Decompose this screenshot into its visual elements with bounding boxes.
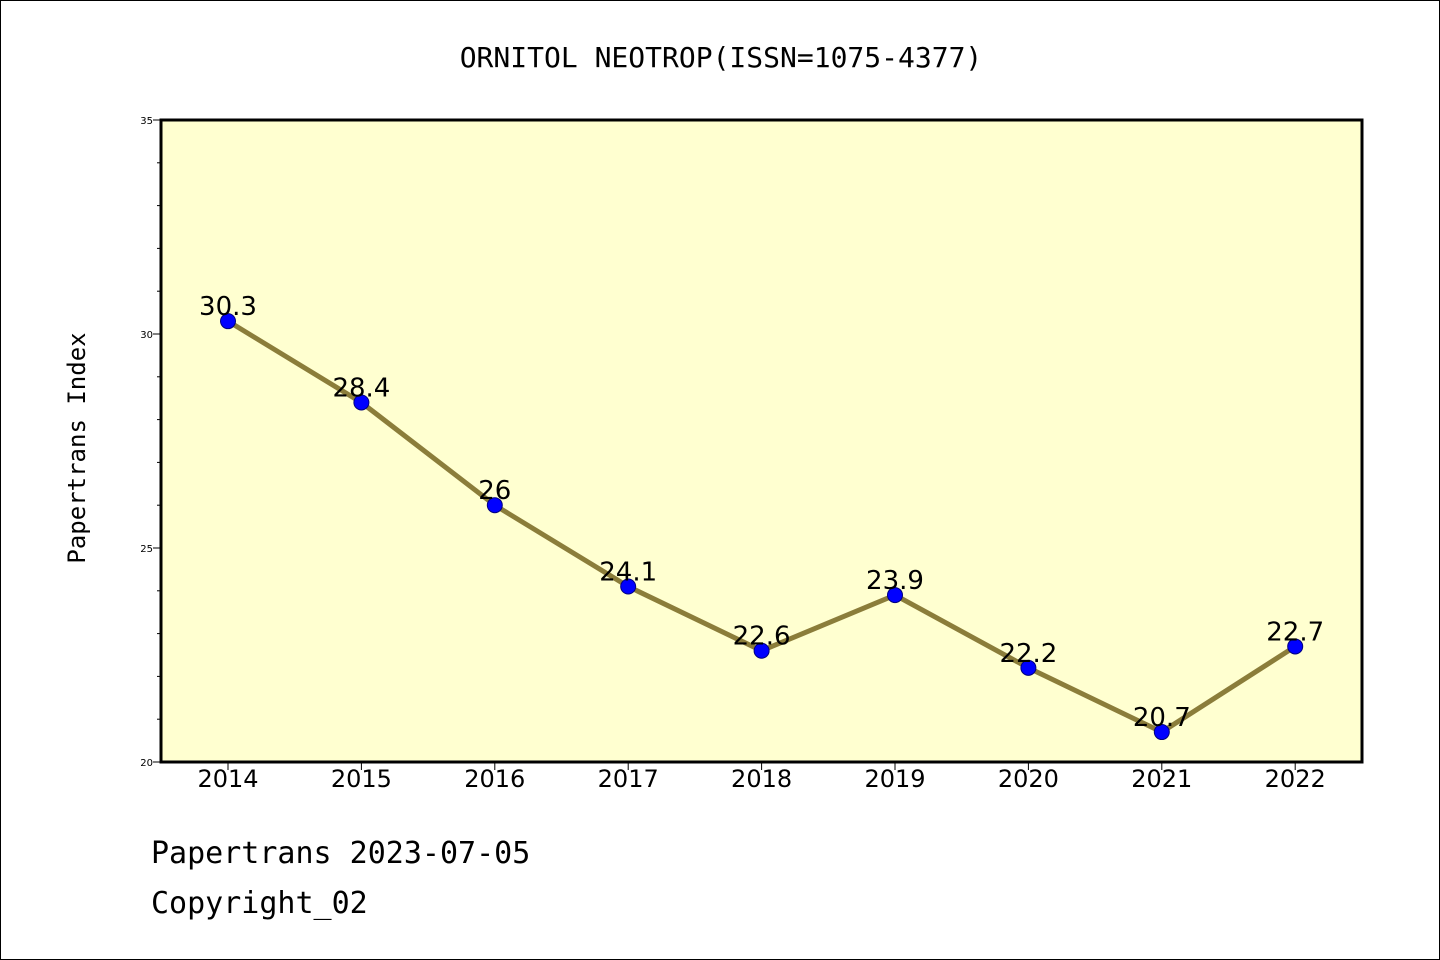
x-tick-label: 2022: [1265, 765, 1326, 793]
data-labels: 30.3 28.4 26 24.1 22.6 23.9 22.2 20.7 22.7: [199, 292, 1324, 733]
data-point: [620, 578, 637, 595]
data-point: [1020, 659, 1037, 676]
footer-date: Papertrans 2023-07-05: [151, 836, 531, 871]
data-point: [1287, 638, 1304, 655]
data-label: 22.6: [733, 622, 791, 652]
y-tick-label: 25: [140, 544, 153, 555]
y-tick-label: 35: [140, 116, 153, 127]
data-label: 30.3: [199, 292, 257, 322]
chart-title: ORNITOL NEOTROP(ISSN=1075-4377): [460, 41, 983, 74]
y-axis-label: Papertrans Index: [63, 332, 91, 563]
data-label: 24.1: [599, 558, 657, 588]
data-label: 26: [478, 476, 511, 506]
data-point: [753, 642, 770, 659]
data-label: 22.2: [999, 639, 1057, 669]
plot-area: [159, 118, 1364, 764]
data-point: [887, 587, 903, 604]
data-label: 23.9: [866, 566, 924, 596]
y-axis: 20 25 30 35: [140, 116, 161, 769]
x-tick-label: 2021: [1131, 765, 1192, 793]
data-series: [220, 313, 1304, 741]
data-label: 22.7: [1266, 617, 1324, 647]
data-label: 20.7: [1133, 703, 1191, 733]
x-axis: 2014 2015 2016 2017 2018 2019 2020 2021 2022: [197, 762, 1326, 793]
data-point: [353, 394, 370, 411]
data-label: 28.4: [332, 373, 390, 403]
data-point: [1153, 724, 1170, 741]
y-tick-label: 20: [140, 758, 153, 769]
footer-copyright: Copyright_02: [151, 886, 368, 921]
data-point: [486, 497, 503, 514]
x-tick-label: 2019: [864, 765, 925, 793]
x-tick-label: 2015: [331, 765, 392, 793]
x-tick-label: 2017: [598, 765, 659, 793]
x-tick-label: 2014: [197, 765, 258, 793]
x-tick-label: 2020: [998, 765, 1059, 793]
data-point: [220, 313, 236, 330]
x-tick-label: 2016: [464, 765, 525, 793]
x-tick-label: 2018: [731, 765, 792, 793]
y-tick-label: 30: [140, 330, 153, 341]
